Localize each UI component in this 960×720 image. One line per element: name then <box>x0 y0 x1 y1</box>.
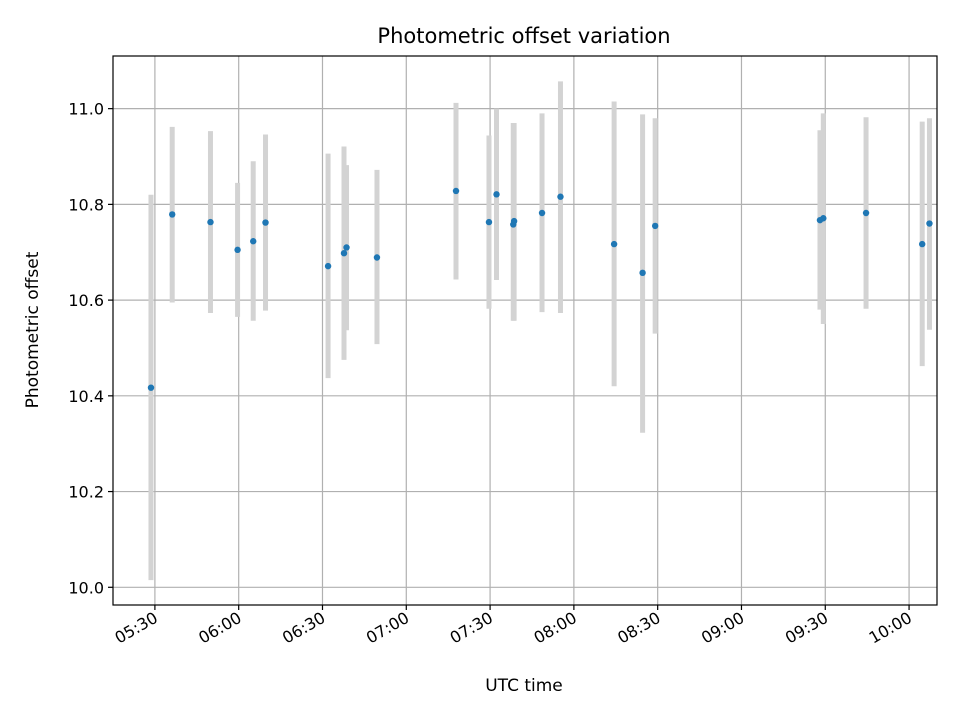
x-tick-label: 08:00 <box>530 608 579 648</box>
data-point <box>169 211 176 218</box>
data-point <box>651 222 659 230</box>
data-point <box>493 191 500 198</box>
data-point <box>340 249 348 257</box>
data-point <box>452 187 460 195</box>
x-axis-ticks: 05:30 06:00 06:30 07:00 07:30 08:00 08:30 09:00… <box>111 605 915 648</box>
data-points <box>147 187 933 391</box>
data-point <box>820 215 827 222</box>
x-tick-label: 05:30 <box>111 608 160 648</box>
y-tick-label: 10.2 <box>68 483 104 502</box>
x-tick-label: 09:00 <box>698 608 747 648</box>
data-point <box>510 217 518 225</box>
data-point <box>234 246 241 254</box>
y-tick-label: 11.0 <box>68 100 104 119</box>
data-point <box>262 219 269 226</box>
data-point <box>343 244 350 251</box>
errorbars <box>148 81 932 581</box>
y-tick-label: 10.6 <box>68 291 104 310</box>
data-point <box>207 218 214 226</box>
x-tick-label: 07:00 <box>363 608 412 648</box>
data-point <box>557 193 564 200</box>
data-point <box>862 209 870 217</box>
x-tick-label: 10:00 <box>866 608 915 648</box>
y-tick-label: 10.0 <box>68 578 104 597</box>
data-point <box>324 262 332 270</box>
x-tick-label: 07:30 <box>447 608 496 648</box>
y-tick-label: 10.4 <box>68 387 104 406</box>
data-point <box>639 269 646 277</box>
data-point <box>485 218 493 226</box>
y-axis-label: Photometric offset <box>23 251 43 408</box>
data-point <box>538 209 546 217</box>
data-point <box>918 240 926 248</box>
x-tick-label: 06:30 <box>279 608 328 648</box>
data-point <box>926 220 933 227</box>
data-point <box>250 238 257 245</box>
x-tick-label: 06:00 <box>195 608 244 648</box>
chart-title: Photometric offset variation <box>377 24 670 48</box>
data-point <box>373 254 381 261</box>
x-axis-label: UTC time <box>485 676 563 696</box>
x-tick-label: 08:30 <box>614 608 663 648</box>
data-point <box>610 240 618 248</box>
x-tick-label: 09:30 <box>782 608 831 648</box>
y-tick-label: 10.8 <box>68 195 104 214</box>
plot-frame <box>112 55 938 606</box>
data-point <box>147 384 155 391</box>
grid <box>113 56 937 605</box>
y-axis-ticks: 10.0 10.2 10.4 10.6 10.8 11.0 <box>68 100 113 597</box>
